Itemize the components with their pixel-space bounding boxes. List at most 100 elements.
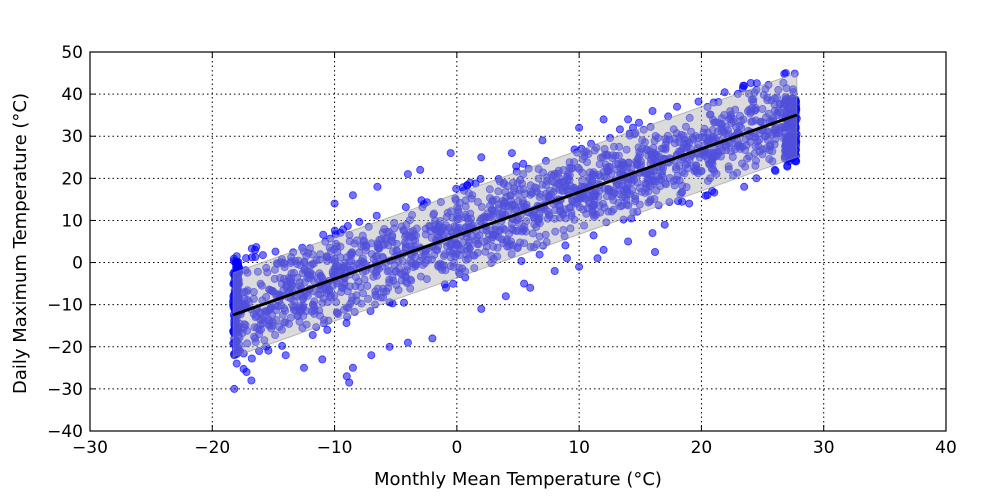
scatter-point xyxy=(251,245,260,254)
scatter-point xyxy=(232,263,241,272)
scatter-point xyxy=(589,231,598,240)
scatter-point xyxy=(258,251,267,260)
scatter-point xyxy=(567,208,576,217)
scatter-point xyxy=(601,150,610,159)
scatter-point xyxy=(752,174,761,183)
scatter-point xyxy=(604,207,613,216)
scatter-point xyxy=(295,317,304,326)
scatter-point xyxy=(673,102,682,111)
scatter-point xyxy=(561,241,570,250)
scatter-point xyxy=(690,163,699,172)
scatter-point xyxy=(323,325,332,334)
scatter-point xyxy=(454,240,463,249)
scatter-point xyxy=(343,287,352,296)
scatter-point xyxy=(737,117,746,126)
scatter-point xyxy=(622,200,631,209)
scatter-point xyxy=(624,158,633,167)
scatter-point xyxy=(672,162,681,171)
scatter-point xyxy=(271,247,280,256)
scatter-point xyxy=(287,269,296,278)
scatter-point xyxy=(403,170,412,179)
scatter-point xyxy=(535,219,544,228)
scatter-point xyxy=(319,230,328,239)
scatter-point xyxy=(713,127,722,136)
scatter-point xyxy=(673,171,682,180)
scatter-point xyxy=(332,298,341,307)
y-tick-label: 20 xyxy=(61,169,83,189)
scatter-point xyxy=(660,220,669,229)
scatter-point xyxy=(575,262,584,271)
scatter-point xyxy=(278,341,287,350)
scatter-point xyxy=(740,81,749,90)
scatter-point xyxy=(610,142,619,151)
scatter-point xyxy=(348,363,357,372)
scatter-point xyxy=(783,161,792,170)
x-axis-label: Monthly Mean Temperature (°C) xyxy=(374,469,662,490)
scatter-point xyxy=(286,313,295,322)
y-tick-label: 30 xyxy=(61,127,83,147)
scatter-point xyxy=(290,256,299,265)
scatter-point xyxy=(446,149,455,158)
scatter-point xyxy=(529,212,538,221)
scatter-point xyxy=(361,246,370,255)
scatter-point xyxy=(528,229,537,238)
scatter-point xyxy=(243,268,252,277)
scatter-point xyxy=(430,251,439,260)
scatter-point xyxy=(738,159,747,168)
scatter-point xyxy=(332,308,341,317)
scatter-point xyxy=(647,172,656,181)
scatter-point xyxy=(541,230,550,239)
scatter-point xyxy=(277,325,286,334)
scatter-point xyxy=(352,296,361,305)
scatter-point xyxy=(657,144,666,153)
scatter-point xyxy=(340,305,349,314)
scatter-point xyxy=(373,284,382,293)
scatter-point xyxy=(343,221,352,230)
scatter-point xyxy=(348,191,357,200)
scatter-point xyxy=(401,244,410,253)
scatter-point xyxy=(513,179,522,188)
scatter-point xyxy=(575,123,584,132)
scatter-point xyxy=(559,166,568,175)
scatter-point xyxy=(519,159,528,168)
scatter-point xyxy=(638,136,647,145)
x-tick-label: 30 xyxy=(813,438,835,458)
scatter-point xyxy=(747,95,756,104)
y-tick-label: 40 xyxy=(61,85,83,105)
scatter-point xyxy=(300,257,309,266)
scatter-point xyxy=(513,226,522,235)
scatter-point xyxy=(503,242,512,251)
scatter-point xyxy=(747,117,756,126)
scatter-point xyxy=(575,203,584,212)
scatter-point xyxy=(631,194,640,203)
scatter-point xyxy=(445,247,454,256)
scatter-point xyxy=(230,384,239,393)
scatter-point xyxy=(251,252,260,261)
x-tick-label: −10 xyxy=(317,438,353,458)
scatter-point xyxy=(538,136,547,145)
scatter-point xyxy=(683,137,692,146)
y-axis-label: Daily Maximum Temperature (°C) xyxy=(10,93,31,394)
x-tick-label: 20 xyxy=(691,438,713,458)
scatter-point xyxy=(650,136,659,145)
scatter-point xyxy=(517,256,526,265)
scatter-point xyxy=(558,209,567,218)
scatter-point xyxy=(303,270,312,279)
scatter-point xyxy=(330,254,339,263)
scatter-point xyxy=(243,339,252,348)
x-tick-labels: −30 −20 −10 0 10 20 30 40 xyxy=(72,438,957,458)
y-tick-labels: −40 −30 −20 −10 0 10 20 30 40 50 xyxy=(47,43,83,442)
scatter-point xyxy=(280,318,289,327)
scatter-point xyxy=(315,306,324,315)
scatter-point xyxy=(435,228,444,237)
regression-line-group xyxy=(232,113,798,317)
scatter-point xyxy=(367,351,376,360)
scatter-point xyxy=(394,286,403,295)
scatter-point xyxy=(562,181,571,190)
scatter-point xyxy=(681,122,690,131)
scatter-point xyxy=(249,287,258,296)
scatter-point xyxy=(507,250,516,259)
scatter-point xyxy=(318,355,327,364)
scatter-point xyxy=(336,242,345,251)
regression-line xyxy=(232,113,798,317)
